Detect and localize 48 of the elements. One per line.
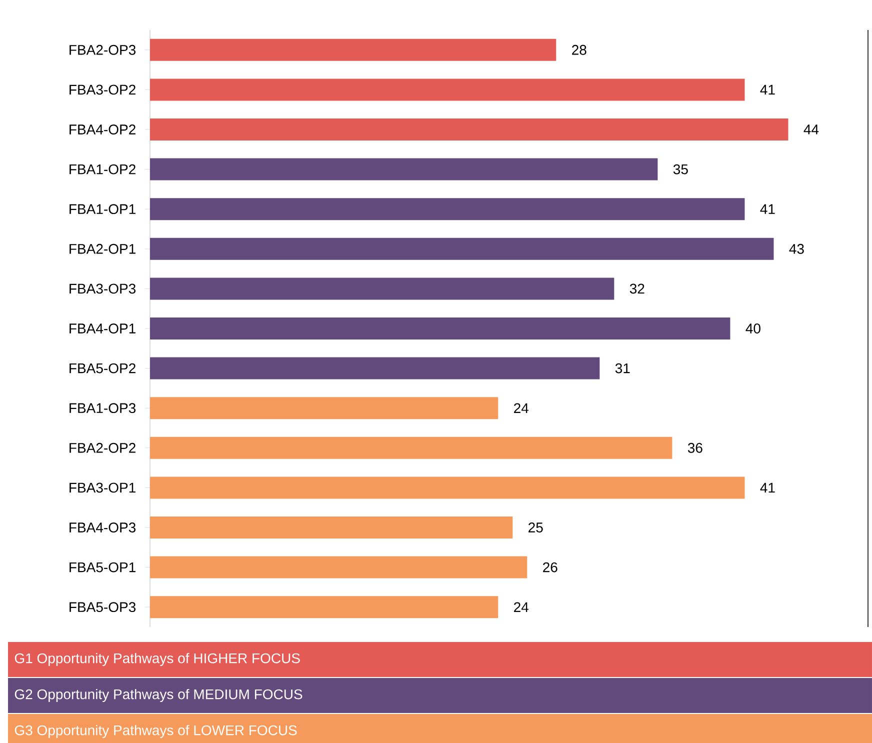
- bar: [150, 357, 600, 380]
- data-label: 26: [543, 562, 558, 572]
- y-tick-label: FBA2-OP3: [70, 44, 136, 55]
- y-tick-label: FBA2-OP2: [70, 442, 136, 453]
- bar: [150, 516, 513, 538]
- bar: [150, 198, 745, 220]
- y-tick-label: FBA4-OP1: [70, 324, 136, 334]
- bar: [150, 317, 730, 340]
- bar: [150, 596, 498, 618]
- text: G2 Opportunity Pathways of MEDIUM FOCUS: [14, 688, 302, 702]
- data-label: 24: [514, 602, 528, 612]
- y-tick-label: FBA4-OP3: [70, 522, 136, 532]
- y-tick-label: FBA3-OP2: [70, 84, 136, 95]
- y-tick-label: FBA1-OP3: [70, 403, 136, 414]
- y-tick-label: FBA3-OP1: [70, 482, 136, 493]
- data-label: 41: [760, 204, 775, 214]
- y-tick-label: FBA3-OP3: [70, 284, 136, 294]
- y-tick-label: FBA2-OP1: [70, 244, 136, 254]
- y-tick-label: FBA1-OP2: [70, 164, 136, 174]
- bar: [150, 38, 556, 61]
- y-tick-label: FBA1-OP1: [70, 204, 136, 214]
- data-label: 41: [760, 84, 775, 95]
- bar: [150, 118, 788, 140]
- data-label: 41: [760, 482, 775, 493]
- y-tick-label: FBA5-OP1: [70, 562, 136, 572]
- y-tick-label: FBA5-OP3: [70, 602, 136, 612]
- bar: [150, 158, 658, 180]
- data-label: 32: [630, 284, 644, 294]
- data-label: 28: [572, 44, 586, 55]
- y-tick-label: FBA4-OP2: [70, 124, 136, 134]
- data-label: 44: [804, 124, 819, 134]
- y-tick-label: FBA5-OP2: [70, 363, 136, 374]
- bar: [150, 556, 528, 578]
- data-label: 40: [746, 324, 760, 334]
- data-label: 36: [688, 442, 702, 453]
- data-label: 24: [514, 403, 528, 413]
- bar: [150, 278, 614, 300]
- bar: [150, 476, 745, 499]
- bar: [150, 436, 672, 459]
- bar: [150, 397, 498, 420]
- bar: [150, 78, 745, 101]
- data-label: 31: [615, 363, 630, 374]
- data-label: 43: [789, 244, 804, 254]
- bar: [150, 238, 774, 260]
- text: G3 Opportunity Pathways of LOWER FOCUS: [14, 724, 297, 738]
- text: G1 Opportunity Pathways of HIGHER FOCUS: [14, 652, 300, 666]
- data-label: 35: [673, 164, 688, 174]
- data-label: 25: [528, 522, 543, 532]
